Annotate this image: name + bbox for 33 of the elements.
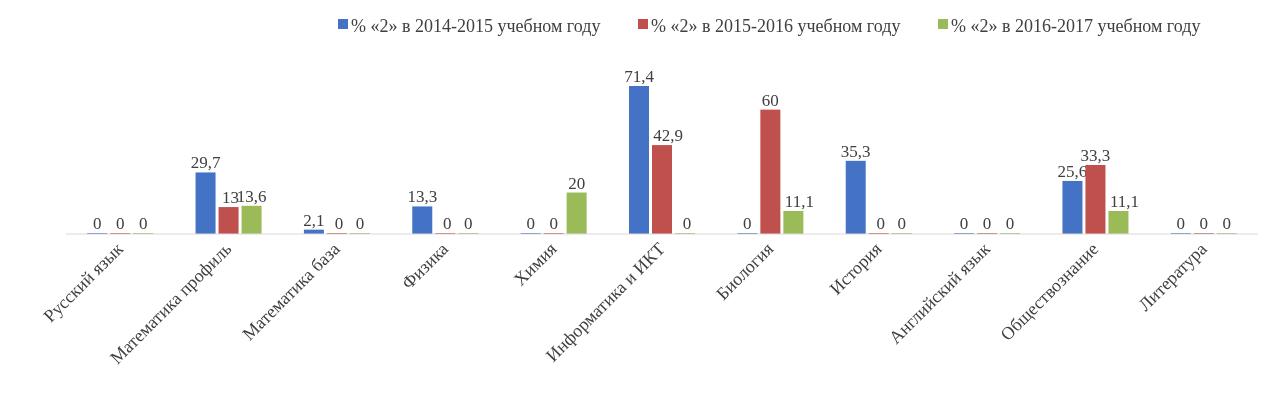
data-label: 0 bbox=[1176, 214, 1186, 233]
data-label: 29,7 bbox=[190, 153, 221, 173]
data-label: 0 bbox=[115, 214, 125, 233]
legend-label: % «2» в 2016-2017 учебном году bbox=[951, 16, 1201, 37]
data-label: 0 bbox=[526, 214, 535, 233]
data-label: 60 bbox=[761, 90, 779, 110]
data-label: 0 bbox=[1005, 214, 1015, 233]
data-label: 0 bbox=[1222, 214, 1232, 233]
data-label: 0 bbox=[743, 214, 752, 233]
data-label: 0 bbox=[92, 214, 102, 233]
data-label: 0 bbox=[897, 214, 906, 233]
data-label: 0 bbox=[982, 214, 992, 233]
data-label: 0 bbox=[876, 214, 885, 233]
data-label: 42,9 bbox=[653, 126, 683, 146]
data-label: 13,3 bbox=[407, 187, 438, 207]
data-label: 0 bbox=[355, 214, 365, 233]
data-label: 13 bbox=[222, 188, 240, 208]
data-label: 0 bbox=[682, 214, 692, 233]
data-label: 35,3 bbox=[840, 141, 871, 161]
data-label: 0 bbox=[959, 214, 969, 233]
data-label: 2,1 bbox=[303, 210, 325, 230]
data-label: 0 bbox=[443, 214, 452, 233]
legend-label: % «2» в 2015-2016 учебном году bbox=[651, 16, 901, 37]
data-label: 71,4 bbox=[624, 67, 655, 86]
data-label: 0 bbox=[1199, 214, 1209, 233]
data-label: 0 bbox=[334, 214, 344, 233]
data-label: 20 bbox=[568, 173, 586, 193]
data-label: 11,1 bbox=[1109, 191, 1140, 211]
data-label: 0 bbox=[549, 214, 558, 233]
data-label: 0 bbox=[464, 214, 473, 233]
data-label: 0 bbox=[138, 214, 148, 233]
legend-label: % «2» в 2014-2015 учебном году bbox=[351, 16, 601, 37]
data-label: 11,1 bbox=[784, 191, 814, 211]
